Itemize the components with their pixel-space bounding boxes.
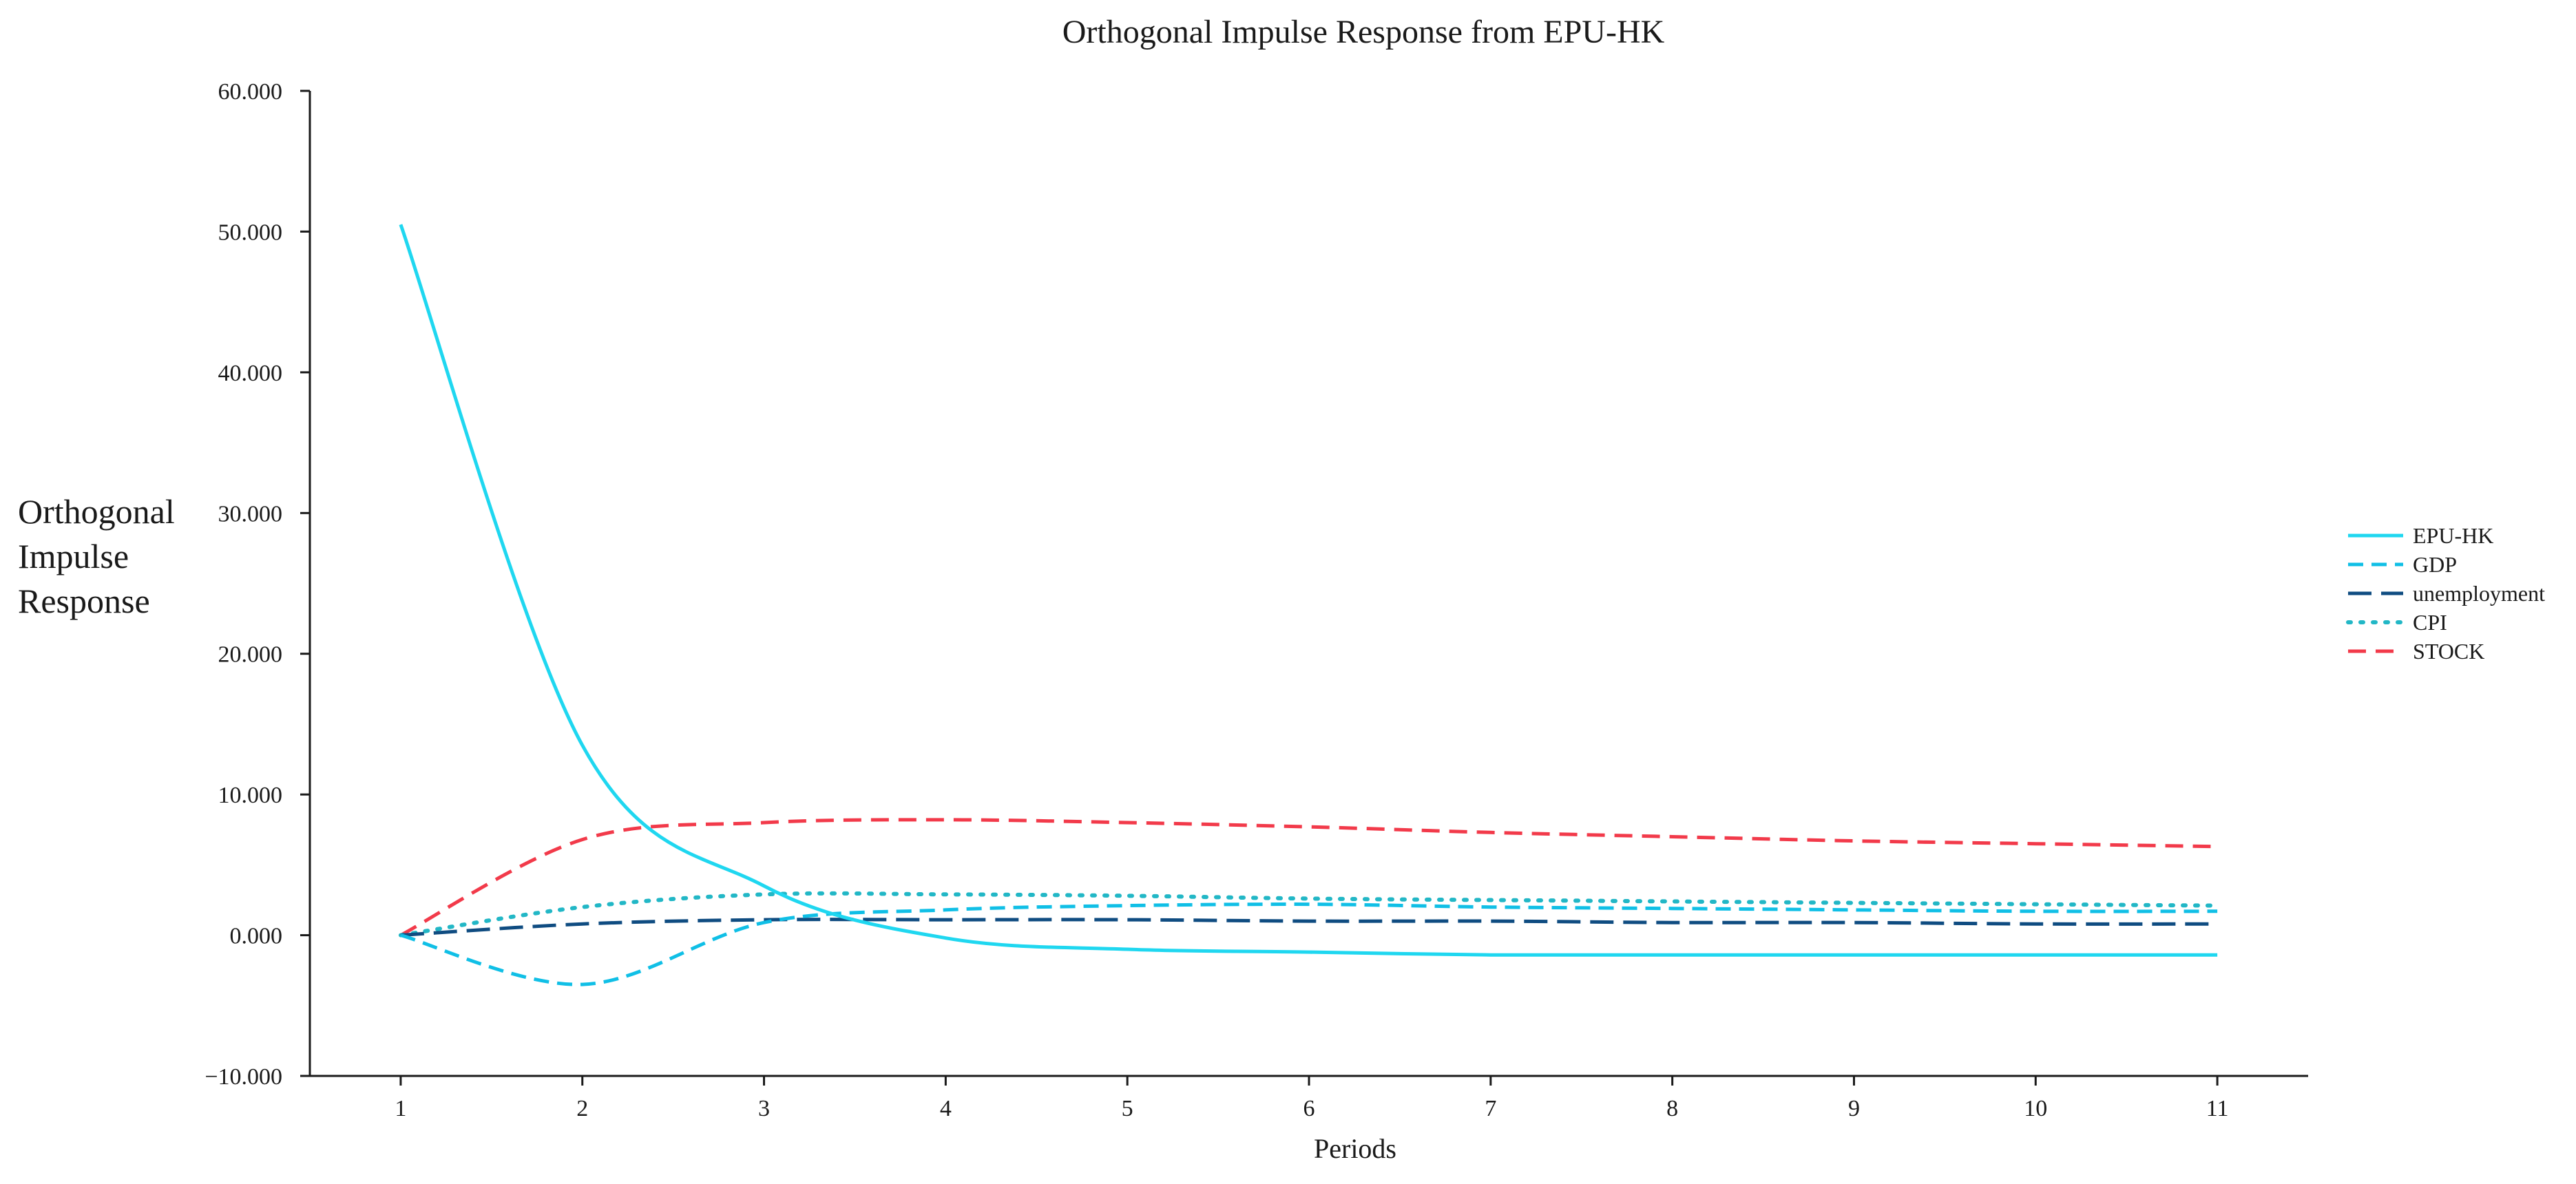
legend-label: GDP <box>2413 552 2457 577</box>
y-tick-label: 20.000 <box>218 642 283 668</box>
series-line-unemployment <box>400 918 2218 938</box>
legend-label: EPU-HK <box>2413 523 2493 548</box>
series-layer <box>398 224 2220 986</box>
chart-title: Orthogonal Impulse Response from EPU-HK <box>1062 14 1665 50</box>
y-tick-label: 50.000 <box>218 220 283 245</box>
x-tick-label: 2 <box>576 1096 588 1121</box>
y-axis-label-line-2: Impulse <box>18 537 129 575</box>
legend-label: STOCK <box>2413 639 2484 664</box>
x-axis-label: Periods <box>1314 1133 1396 1164</box>
series-line-gdp <box>400 902 2218 986</box>
series-line-stock <box>399 818 2218 937</box>
x-tick-label: 9 <box>1848 1096 1860 1121</box>
y-tick-label: 60.000 <box>218 79 283 105</box>
y-tick-label: 30.000 <box>218 501 283 527</box>
x-tick-label: 10 <box>2024 1096 2047 1121</box>
y-tick-label: −10.000 <box>205 1064 282 1090</box>
legend-label: unemployment <box>2413 581 2545 606</box>
legend-label: CPI <box>2413 610 2447 635</box>
series-line-epu-hk <box>399 224 2218 958</box>
x-tick-label: 3 <box>758 1096 770 1121</box>
y-axis-label-line-3: Response <box>18 582 150 620</box>
y-tick-label: 40.000 <box>218 361 283 386</box>
y-tick-label: 0.000 <box>230 924 283 949</box>
y-axis-label-line-1: Orthogonal <box>18 492 175 531</box>
y-tick-label: 10.000 <box>218 783 283 808</box>
axes: 60.000 50.000 40.000 30.000 20.000 10.000 0.00… <box>205 79 2308 1121</box>
x-tick-label: 11 <box>2206 1096 2229 1121</box>
x-tick-label: 4 <box>940 1096 952 1121</box>
y-axis-label: Orthogonal Impulse Response <box>18 492 175 620</box>
series-line-cpi <box>398 891 2220 938</box>
x-tick-label: 1 <box>395 1096 406 1121</box>
x-tick-label: 7 <box>1485 1096 1496 1121</box>
x-tick-label: 6 <box>1303 1096 1315 1121</box>
x-tick-label: 5 <box>1122 1096 1133 1121</box>
legend: EPU-HK GDP unemployment CPI STOCK <box>2346 523 2545 664</box>
x-tick-label: 8 <box>1666 1096 1678 1121</box>
